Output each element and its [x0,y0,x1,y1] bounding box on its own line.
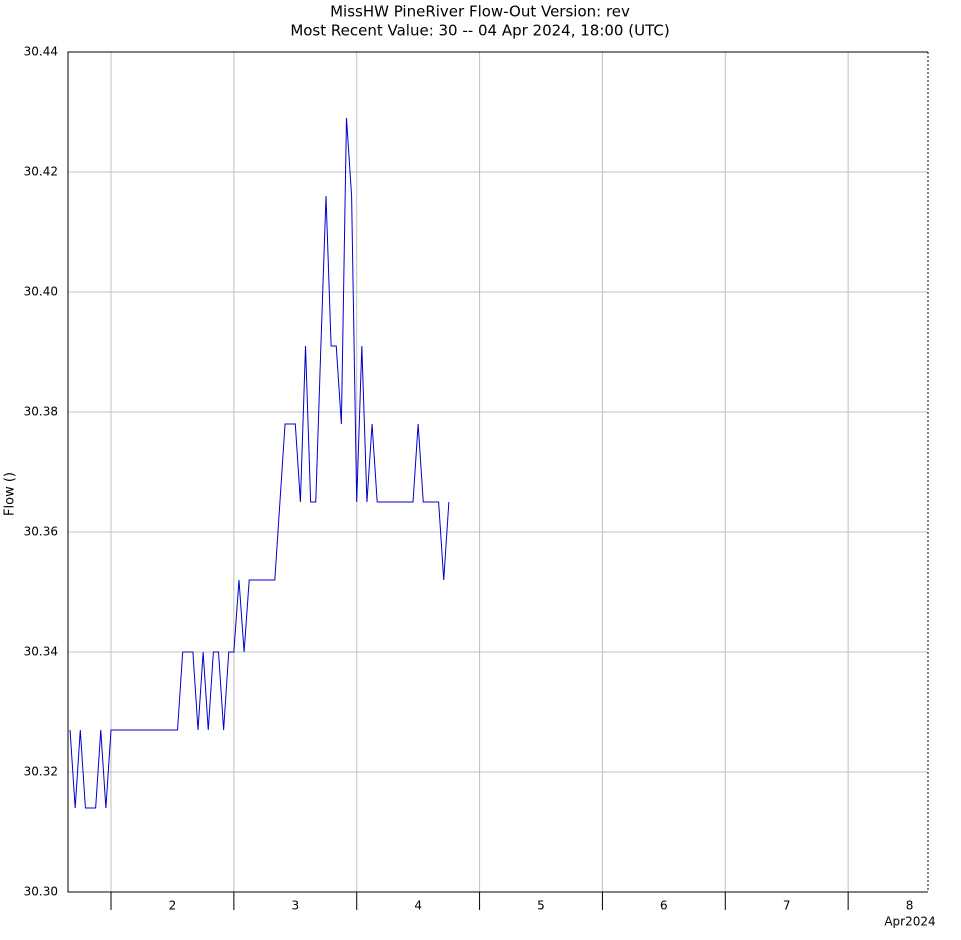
y-tick-label: 30.32 [24,765,58,779]
x-tick-label: 7 [783,899,791,913]
x-tick-label: 6 [660,899,668,913]
chart-subtitle: Most Recent Value: 30 -- 04 Apr 2024, 18… [290,22,669,40]
x-tick-label: 3 [291,899,299,913]
x-tick-label: 2 [169,899,177,913]
y-axis-label: Flow () [3,472,18,516]
y-tick-label: 30.38 [24,405,58,419]
x-tick-label: 8 [906,899,914,913]
y-tick-label: 30.36 [24,525,58,539]
y-tick-label: 30.44 [24,45,58,59]
x-tick-label: 4 [414,899,422,913]
y-tick-label: 30.30 [24,885,58,899]
data-line [69,117,450,809]
x-axis-note: Apr2024 [884,915,935,929]
x-tick-label: 5 [537,899,545,913]
y-tick-label: 30.34 [24,645,58,659]
y-tick-label: 30.40 [24,285,58,299]
chart-title: MissHW PineRiver Flow-Out Version: rev [330,3,630,21]
y-tick-label: 30.42 [24,165,58,179]
axis-frame [67,51,928,893]
